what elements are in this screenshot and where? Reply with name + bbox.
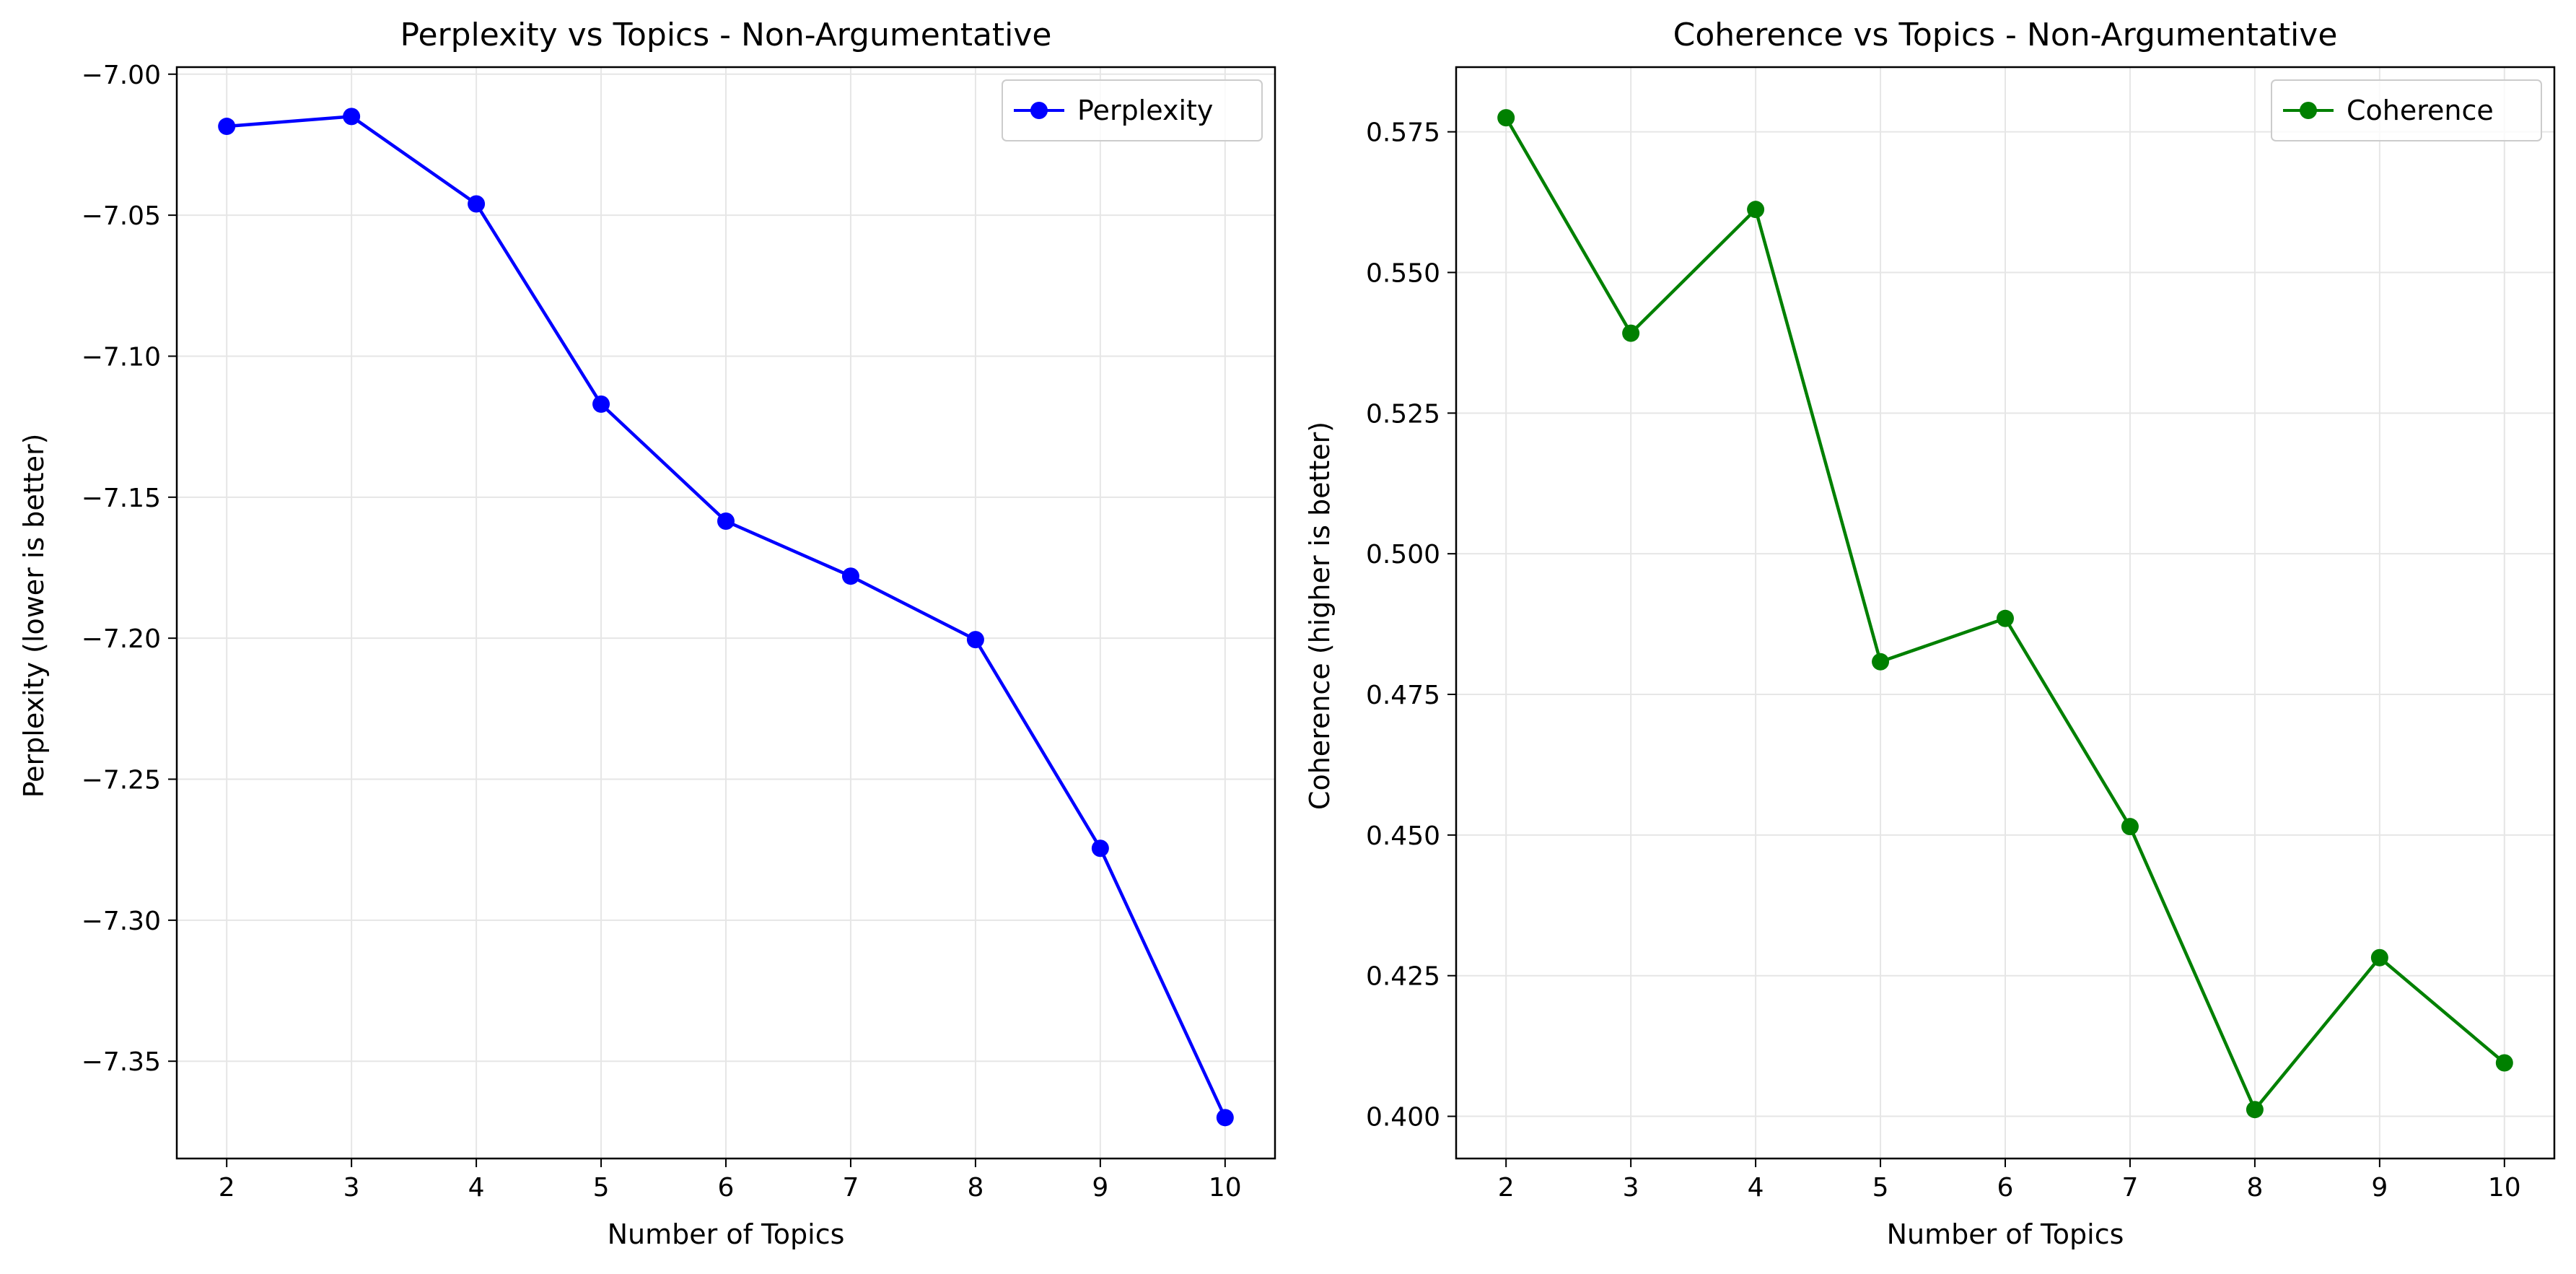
x-tick-label: 4 bbox=[468, 1173, 485, 1203]
y-tick-label: 0.475 bbox=[1366, 681, 1440, 710]
data-point bbox=[966, 631, 984, 649]
data-point bbox=[1091, 839, 1109, 858]
coherence-chart: Coherence vs Topics - Non-Argumentative … bbox=[1304, 17, 2556, 1250]
x-tick-label: 5 bbox=[1872, 1173, 1889, 1203]
y-tick-label: −7.30 bbox=[82, 907, 161, 936]
y-tick-label: 0.550 bbox=[1366, 258, 1440, 288]
data-point bbox=[1747, 201, 1765, 219]
axes-frame bbox=[1455, 66, 2556, 1160]
chart-title: Perplexity vs Topics - Non-Argumentative bbox=[400, 17, 1052, 53]
axis-ticks: 2 3 4 5 6 7 8 9 10 −7.35 −7.30 −7.25 −7.20 −7.15 −7.10… bbox=[82, 61, 1242, 1203]
x-tick-label: 7 bbox=[843, 1173, 859, 1203]
data-point bbox=[1997, 609, 2014, 627]
grid-lines bbox=[177, 67, 1275, 1159]
data-point bbox=[2121, 818, 2139, 836]
legend-box bbox=[1002, 79, 1263, 141]
x-tick-label: 9 bbox=[1092, 1173, 1108, 1203]
x-tick-label: 6 bbox=[718, 1173, 735, 1203]
y-tick-label: −7.05 bbox=[82, 201, 161, 231]
legend-label: Perplexity bbox=[1077, 95, 1213, 126]
x-tick-label: 5 bbox=[593, 1173, 610, 1203]
x-tick-label: 4 bbox=[1748, 1173, 1764, 1203]
x-axis-label: Number of Topics bbox=[608, 1218, 845, 1250]
data-point bbox=[1872, 653, 1890, 671]
legend-label: Coherence bbox=[2347, 95, 2494, 126]
data-point bbox=[468, 195, 486, 213]
x-tick-label: 8 bbox=[2246, 1173, 2263, 1203]
grid-lines bbox=[1456, 67, 2554, 1159]
y-axis-label: Perplexity (lower is better) bbox=[18, 434, 50, 798]
data-point bbox=[841, 567, 859, 585]
data-point bbox=[592, 395, 610, 413]
y-axis-label: Coherence (higher is better) bbox=[1304, 422, 1336, 810]
x-axis-label: Number of Topics bbox=[1887, 1218, 2124, 1250]
x-tick-label: 9 bbox=[2371, 1173, 2388, 1203]
x-tick-label: 7 bbox=[2122, 1173, 2139, 1203]
x-tick-label: 2 bbox=[1498, 1173, 1515, 1203]
y-tick-label: −7.20 bbox=[82, 624, 161, 654]
data-point bbox=[1622, 324, 1640, 342]
legend-marker-perplexity bbox=[1030, 102, 1048, 119]
x-tick-label: 2 bbox=[219, 1173, 235, 1203]
data-point bbox=[717, 512, 735, 531]
y-tick-label: −7.10 bbox=[82, 342, 161, 372]
y-tick-label: −7.25 bbox=[82, 766, 161, 795]
x-tick-label: 8 bbox=[967, 1173, 983, 1203]
x-tick-label: 3 bbox=[343, 1173, 360, 1203]
data-point bbox=[218, 118, 236, 136]
axes-frame bbox=[175, 66, 1276, 1160]
y-tick-label: 0.500 bbox=[1366, 540, 1440, 570]
data-point bbox=[2246, 1101, 2264, 1119]
x-tick-label: 10 bbox=[1209, 1173, 1242, 1203]
y-tick-label: −7.15 bbox=[82, 484, 161, 513]
data-point bbox=[2495, 1054, 2513, 1072]
chart-title: Coherence vs Topics - Non-Argumentative bbox=[1673, 17, 2338, 53]
legend-box bbox=[2271, 79, 2542, 141]
y-tick-label: 0.400 bbox=[1366, 1103, 1440, 1133]
y-tick-label: −7.35 bbox=[82, 1047, 161, 1077]
perplexity-chart: Perplexity vs Topics - Non-Argumentative… bbox=[18, 17, 1276, 1250]
series-layer bbox=[1497, 109, 2513, 1119]
x-tick-label: 10 bbox=[2488, 1173, 2521, 1203]
x-tick-label: 3 bbox=[1623, 1173, 1639, 1203]
data-point bbox=[343, 108, 361, 126]
data-point bbox=[1216, 1109, 1234, 1127]
axis-ticks: 2 3 4 5 6 7 8 9 10 0.400 0.425 0.450 0.475 0.500 0.525… bbox=[1366, 118, 2521, 1203]
x-tick-label: 6 bbox=[1997, 1173, 2014, 1203]
legend-marker-coherence bbox=[2300, 102, 2317, 119]
legend: Coherence bbox=[2271, 79, 2542, 141]
y-tick-label: 0.450 bbox=[1366, 821, 1440, 851]
y-tick-label: 0.425 bbox=[1366, 962, 1440, 992]
y-tick-label: 0.525 bbox=[1366, 399, 1440, 429]
series-layer bbox=[218, 108, 1234, 1127]
data-point bbox=[2370, 948, 2388, 967]
legend: Perplexity bbox=[1002, 79, 1263, 141]
data-point bbox=[1497, 109, 1515, 127]
y-tick-label: 0.575 bbox=[1366, 118, 1440, 148]
y-tick-label: −7.00 bbox=[82, 61, 161, 90]
